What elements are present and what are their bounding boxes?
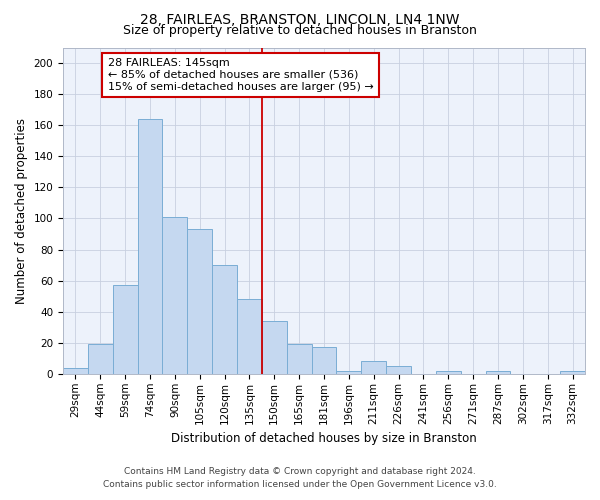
Bar [212, 265, 237, 374]
Bar [137, 119, 163, 374]
Bar [485, 371, 511, 374]
Bar [237, 300, 262, 374]
Bar [436, 371, 461, 374]
Y-axis label: Number of detached properties: Number of detached properties [15, 118, 28, 304]
Bar [113, 286, 137, 374]
Bar [187, 230, 212, 374]
Bar [88, 344, 113, 374]
Bar [287, 344, 311, 374]
Text: 28, FAIRLEAS, BRANSTON, LINCOLN, LN4 1NW: 28, FAIRLEAS, BRANSTON, LINCOLN, LN4 1NW [140, 12, 460, 26]
Text: 28 FAIRLEAS: 145sqm
← 85% of detached houses are smaller (536)
15% of semi-detac: 28 FAIRLEAS: 145sqm ← 85% of detached ho… [108, 58, 374, 92]
Bar [361, 362, 386, 374]
Bar [63, 368, 88, 374]
Bar [386, 366, 411, 374]
Text: Contains HM Land Registry data © Crown copyright and database right 2024.
Contai: Contains HM Land Registry data © Crown c… [103, 468, 497, 489]
Bar [311, 348, 337, 374]
Bar [560, 371, 585, 374]
Bar [163, 217, 187, 374]
Bar [337, 371, 361, 374]
Text: Size of property relative to detached houses in Branston: Size of property relative to detached ho… [123, 24, 477, 37]
X-axis label: Distribution of detached houses by size in Branston: Distribution of detached houses by size … [171, 432, 477, 445]
Bar [262, 321, 287, 374]
